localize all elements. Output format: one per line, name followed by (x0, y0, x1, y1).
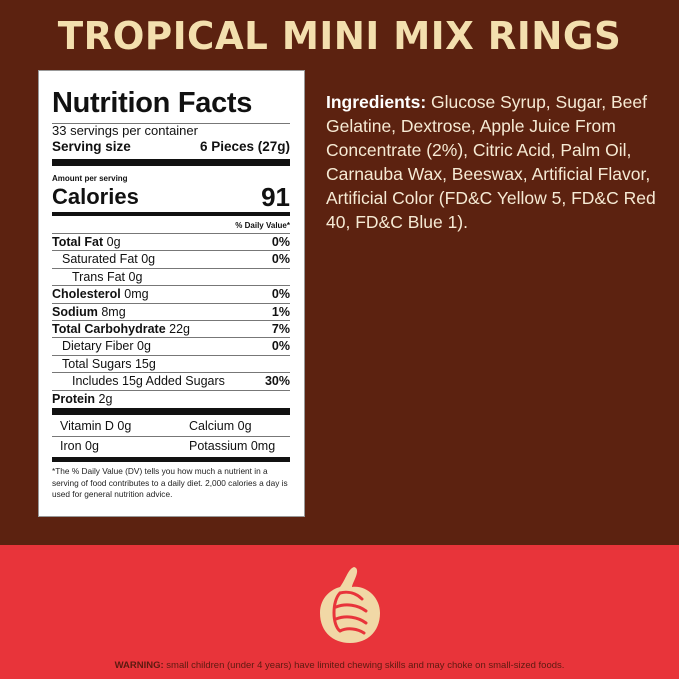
nutrient-amount: 0mg (124, 287, 149, 302)
nutrient-dv: 1% (271, 304, 290, 319)
nutrient-name: Trans Fat 0g (52, 269, 142, 285)
nutrient-name: Includes 15g Added Sugars (52, 373, 225, 389)
nutrient-label: Trans Fat (72, 269, 126, 284)
nutrient-name: Protein 2g (52, 391, 112, 407)
vitamin-row: Vitamin D 0g Calcium 0g (52, 418, 290, 434)
nutrient-row: Total Fat 0g 0% (52, 234, 290, 250)
vitamin-item: Vitamin D 0g (60, 419, 132, 433)
nutrient-label: Total Fat (52, 235, 104, 249)
nutrient-name: Sodium 8mg (52, 304, 126, 320)
nutrient-row: Saturated Fat 0g 0% (52, 251, 290, 267)
nutrient-row: Total Carbohydrate 22g 7% (52, 321, 290, 337)
ingredients: Ingredients: Glucose Syrup, Sugar, Beef … (326, 90, 656, 234)
nutrient-row: Trans Fat 0g (52, 269, 290, 285)
nutrient-amount: 0g (128, 269, 143, 284)
product-title: TROPICAL MINI MIX RINGS (57, 14, 622, 58)
nutrient-amount: 0g (141, 252, 156, 267)
nutrient-row: Sodium 8mg 1% (52, 304, 290, 320)
serving-size: Serving size 6 Pieces (27g) (52, 139, 290, 155)
nutrient-row: Includes 15g Added Sugars 30% (52, 373, 290, 389)
nutrient-label: Includes 15g Added Sugars (72, 374, 225, 389)
nutrient-label: Sodium (52, 304, 98, 319)
ingredients-text: Glucose Syrup, Sugar, Beef Gelatine, Dex… (326, 92, 656, 232)
footnote: *The % Daily Value (DV) tells you how mu… (52, 466, 288, 499)
nutrient-dv: 0% (271, 339, 290, 354)
nutrient-amount: 0g (137, 339, 151, 354)
nutrient-amount: 15g (134, 356, 156, 371)
nutrient-label: Dietary Fiber (62, 339, 134, 354)
vitamin-item: Iron 0g (60, 439, 99, 453)
calories: Calories 91 (52, 183, 290, 211)
nutrient-label: Total Sugars (62, 356, 132, 371)
nutrient-dv: 7% (271, 322, 290, 336)
nutrient-row: Cholesterol 0mg 0% (52, 286, 290, 302)
dv-header: % Daily Value* (235, 221, 290, 230)
nutrient-label: Cholesterol (52, 287, 121, 302)
serving-size-value: 6 Pieces (27g) (199, 139, 290, 154)
nutrient-name: Total Fat 0g (52, 234, 121, 250)
nutrient-row: Total Sugars 15g (52, 356, 290, 372)
amount-per-serving: Amount per serving (52, 174, 128, 183)
nutrient-name: Saturated Fat 0g (52, 251, 155, 267)
nutrient-row: Protein 2g (52, 391, 290, 407)
nutrient-dv: 0% (271, 252, 290, 267)
servings: 33 servings per container (52, 123, 198, 138)
vitamin-item: Potassium 0mg (189, 439, 276, 453)
vitamin-row: Iron 0g Potassium 0mg (52, 438, 290, 454)
nutrient-amount: 8mg (101, 304, 126, 319)
nutrient-amount: 2g (98, 391, 113, 406)
nutrient-label: Protein (52, 391, 96, 406)
nutrient-name: Cholesterol 0mg (52, 286, 149, 302)
nutrient-dv: 0% (271, 287, 290, 302)
nutrient-amount: 0g (106, 235, 121, 249)
calories-label: Calories (52, 184, 139, 209)
nutrition-heading: Nutrition Facts (52, 87, 253, 119)
calories-value: 91 (261, 182, 290, 212)
choking-warning: WARNING: small children (under 4 years) … (0, 660, 679, 671)
nutrient-dv: 30% (264, 374, 290, 389)
serving-size-label: Serving size (52, 139, 131, 154)
vitamin-item: Calcium 0g (189, 419, 252, 433)
nutrient-name: Total Sugars 15g (52, 356, 156, 372)
nutrient-row: Dietary Fiber 0g 0% (52, 338, 290, 354)
thumbs-up-icon (320, 567, 380, 643)
nutrient-label: Saturated Fat (62, 252, 138, 267)
warning-label: WARNING: (114, 660, 164, 671)
nutrition-facts-label: Nutrition Facts 33 servings per containe… (38, 70, 305, 517)
warning-text: small children (under 4 years) have limi… (166, 660, 565, 671)
nutrient-amount: 22g (169, 322, 191, 336)
nutrient-name: Dietary Fiber 0g (52, 338, 151, 354)
nutrient-name: Total Carbohydrate 22g (52, 321, 190, 337)
nutrient-dv: 0% (271, 235, 290, 249)
ingredients-label: Ingredients: (326, 92, 427, 112)
nutrient-label: Total Carbohydrate (52, 322, 166, 336)
